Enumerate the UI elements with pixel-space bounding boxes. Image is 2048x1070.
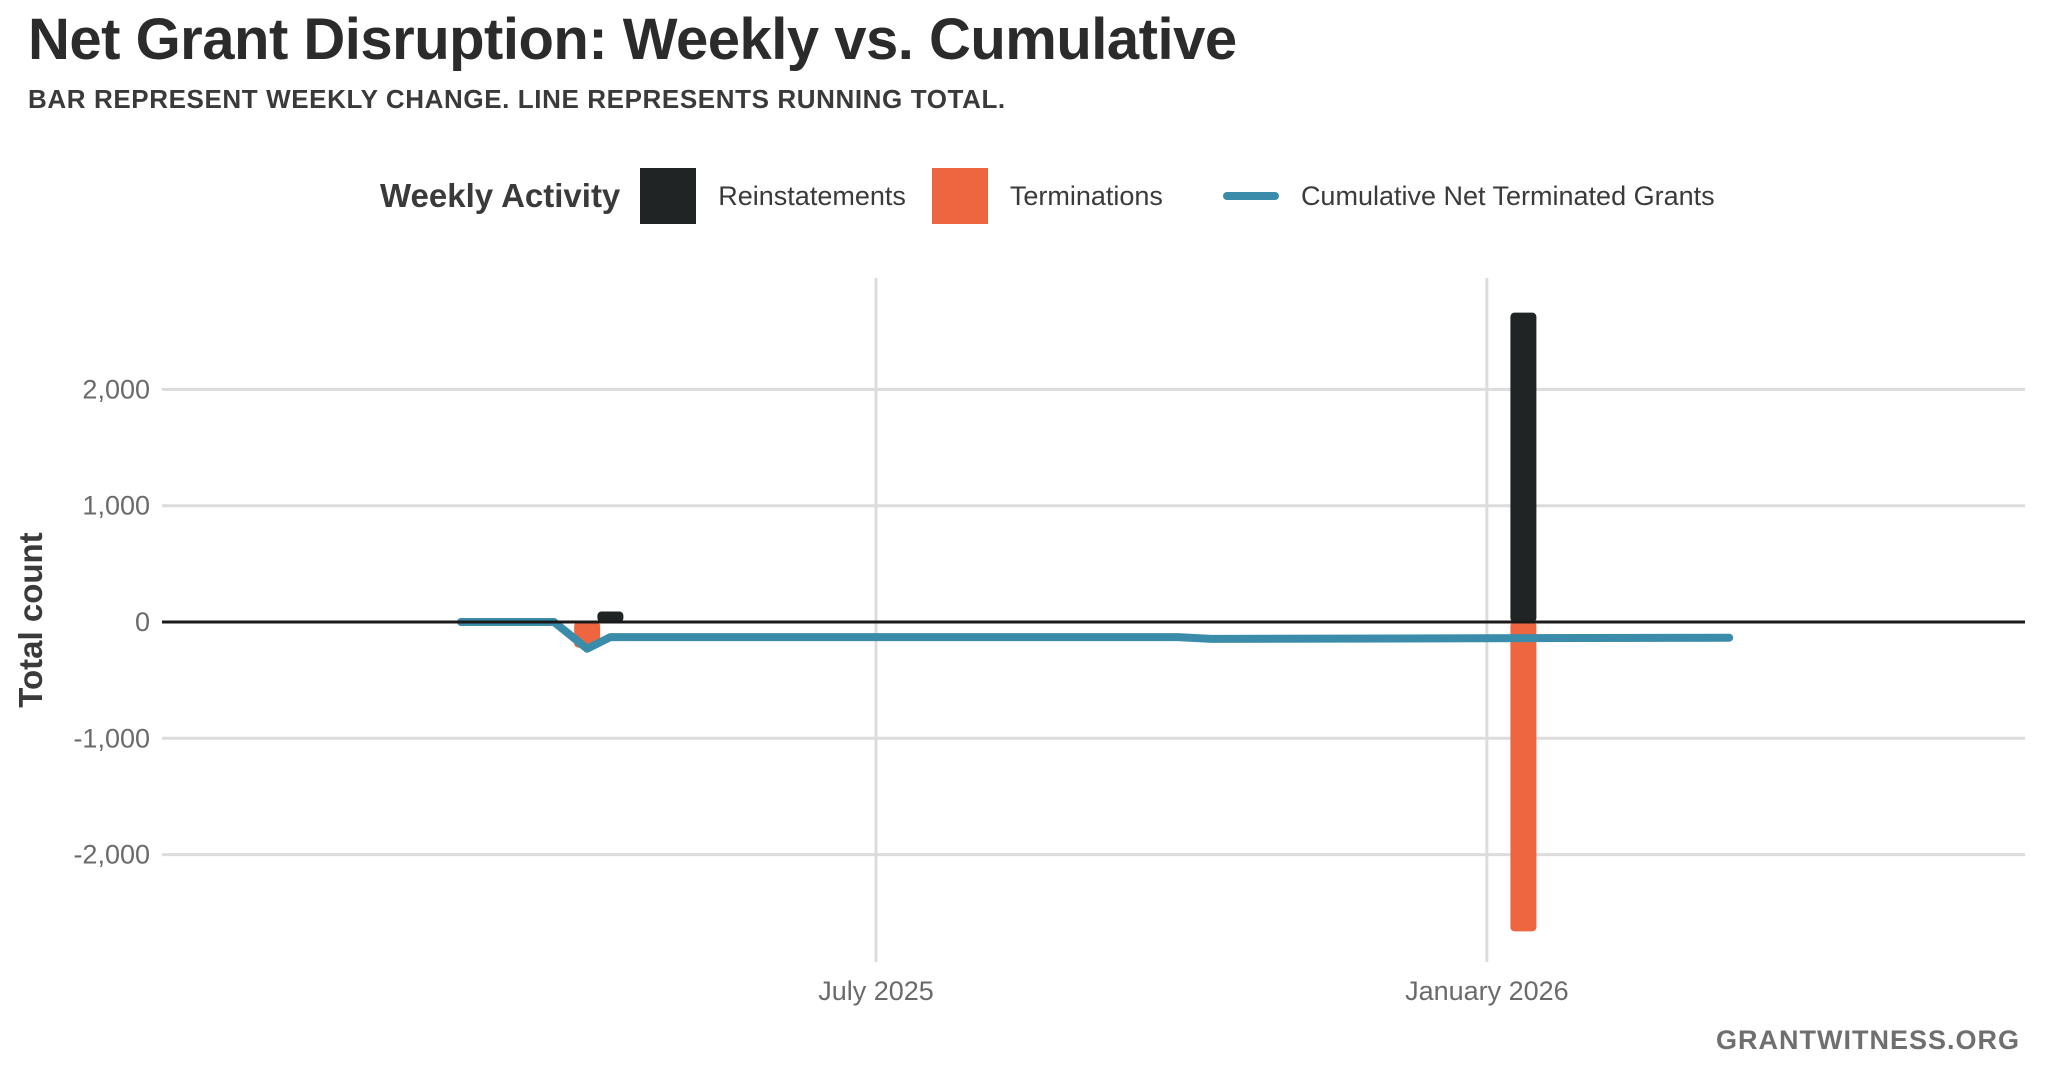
legend-swatch-reinstatements [640, 168, 697, 224]
legend-title: Weekly Activity [380, 177, 621, 214]
y-tick-label: 1,000 [82, 491, 150, 521]
y-tick-label: 0 [135, 607, 150, 637]
axis-layer: 2,000 1,000 0 -1,000 -2,000 July 2025 January … [73, 374, 2025, 1006]
legend: Weekly Activity Reinstatements Terminati… [380, 168, 1741, 224]
chart-subtitle: BAR REPRESENT WEEKLY CHANGE. LINE REPRES… [28, 84, 1006, 114]
legend-label-reinstatements: Reinstatements [718, 180, 906, 211]
legend-line-cumulative [1222, 192, 1279, 200]
bar-terminations [1510, 622, 1537, 932]
y-axis-label: Total count [12, 532, 49, 707]
x-tick-label: January 2026 [1405, 976, 1569, 1006]
cumulative-line [457, 618, 1734, 653]
bar-layer [574, 312, 1537, 932]
y-tick-label: 2,000 [82, 374, 150, 404]
legend-swatch-terminations [931, 168, 988, 224]
legend-item-terminations: Terminations [931, 168, 1163, 224]
legend-label-cumulative: Cumulative Net Terminated Grants [1300, 180, 1715, 211]
y-tick-label: -1,000 [73, 723, 150, 753]
line-layer [457, 618, 1734, 653]
grid-layer [162, 278, 2025, 962]
legend-item-cumulative: Cumulative Net Terminated Grants [1211, 181, 1715, 212]
source-credit: GRANTWITNESS.ORG [1716, 1025, 2020, 1055]
bar-reinstatements [597, 611, 624, 622]
x-tick-label: July 2025 [818, 976, 934, 1006]
bar-reinstatements [1510, 312, 1537, 622]
legend-label-terminations: Terminations [1009, 180, 1163, 211]
y-tick-label: -2,000 [73, 840, 150, 870]
legend-item-reinstatements: Reinstatements [640, 168, 906, 224]
chart-title: Net Grant Disruption: Weekly vs. Cumulat… [28, 7, 1237, 72]
